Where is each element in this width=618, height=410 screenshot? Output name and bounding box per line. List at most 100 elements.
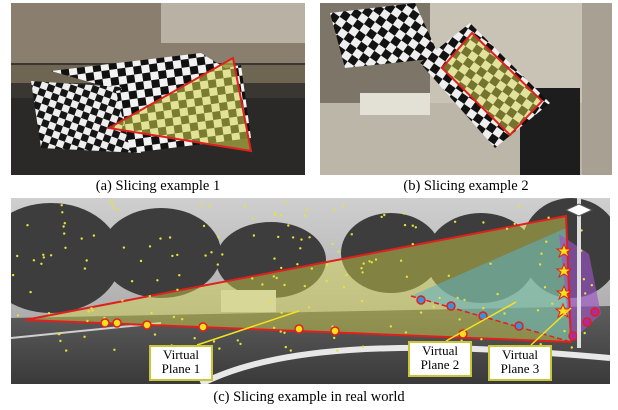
feature-point [389,325,393,328]
feature-point [350,233,353,236]
feature-point [139,259,143,263]
caption-a: (a) Slicing example 1 [95,178,221,194]
feature-point [85,259,88,262]
feature-point [63,222,66,225]
feature-point [148,245,152,248]
feature-point [563,329,566,333]
feature-point [291,236,295,239]
feature-point [49,254,53,257]
feature-point [411,224,414,227]
feature-point [274,213,277,217]
feature-point [92,234,96,237]
feature-point [112,206,115,209]
feature-point [383,213,386,217]
feature-point [480,338,483,341]
feature-point [341,204,345,207]
feature-point [331,242,334,246]
feature-point [42,253,45,256]
feature-point [458,318,461,321]
feature-point [543,286,547,289]
caption-b: (b) Slicing example 2 [403,178,529,194]
feature-point [325,279,328,283]
feature-point [310,267,313,270]
feature-point [181,318,184,321]
feature-point [171,254,174,258]
feature-point [403,223,407,227]
feature-point [279,330,282,333]
feature-point [63,232,66,235]
feature-point [273,257,276,260]
feature-point [216,263,219,266]
feature-point [362,262,365,265]
feature-point [32,259,36,262]
virtual-plane-3-line2: Plane 3 [500,361,540,376]
feature-point [405,275,409,278]
feature-point [333,208,336,212]
virtual-plane-2-region [411,228,571,342]
virtual-plane-2-line2: Plane 2 [420,357,460,372]
feature-point [116,208,120,211]
feature-point [272,275,275,278]
feature-point [269,301,272,304]
feature-point [307,306,311,309]
feature-point [64,246,67,249]
feature-point [570,346,573,349]
feature-point [42,256,45,259]
feature-point [419,311,423,314]
feature-point [204,254,207,257]
feature-point [261,283,264,286]
feature-point [153,333,157,336]
feature-point [518,205,521,208]
virtual-plane-2-line1: Virtual [421,343,459,358]
feature-point [547,216,550,219]
feature-point [342,285,346,289]
feature-point [272,326,276,329]
feature-point [91,309,94,312]
feature-point [463,298,466,302]
feature-point [304,214,307,218]
plane-1-marker [294,324,304,334]
feature-point [305,208,309,211]
feature-point [59,339,62,343]
feature-point [360,299,364,303]
feature-point [403,212,406,215]
virtual-plane-2-label: Virtual Plane 2 [408,341,472,377]
feature-point [80,237,83,240]
virtual-plane-1-region [25,216,571,342]
feature-point [584,292,587,295]
feature-point [208,204,211,208]
feature-point [16,314,20,317]
feature-point [47,312,51,315]
feature-point [111,201,114,204]
feature-point [482,221,485,224]
feature-point [361,345,365,348]
feature-point [287,224,290,227]
plane-2-marker [416,295,426,305]
feature-point [326,264,329,267]
feature-point [453,220,457,223]
feature-point [590,284,593,287]
feature-point [296,263,299,266]
feature-point [86,319,89,323]
feature-point [333,336,336,340]
feature-point [193,337,196,340]
feature-point [199,204,202,207]
feature-point [218,347,221,350]
feature-point [57,333,61,336]
feature-point [40,262,43,265]
feature-point [536,309,540,312]
feature-point [60,204,63,207]
feature-point [513,222,516,225]
feature-point [172,315,176,319]
feature-point [438,296,441,300]
virtual-plane-1-line2: Plane 1 [161,361,201,376]
photo-slicing-real-world [11,198,610,384]
feature-point [496,292,499,296]
feature-point [456,296,459,300]
feature-point [336,349,339,352]
feature-point [380,215,383,219]
feature-point [283,283,286,287]
feature-point [284,201,287,204]
feature-point [374,258,378,261]
feature-point [399,259,403,262]
